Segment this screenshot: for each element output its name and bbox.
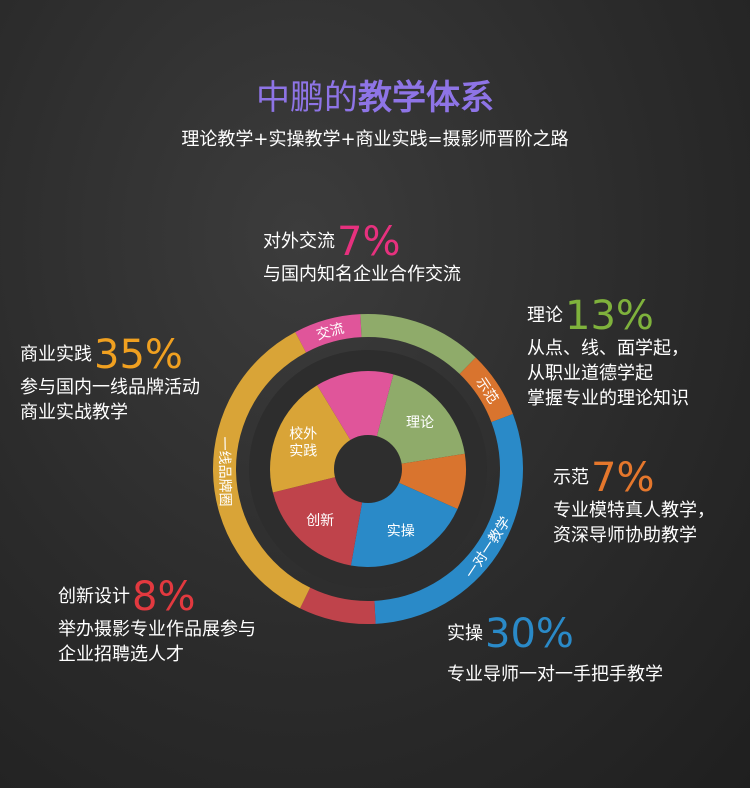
callout-innovation: 创新设计8% 举办摄影专业作品展参与 企业招聘选人才 [58, 577, 256, 667]
inner-label-3: 创新 [306, 513, 334, 529]
inner-label-2: 实操 [387, 524, 415, 540]
callout-innovation-desc-2: 企业招聘选人才 [58, 644, 184, 665]
callout-commercial-percent: 35% [94, 332, 183, 378]
callout-commercial: 商业实践35% 参与国内一线品牌活动 商业实战教学 [20, 335, 200, 425]
callout-theory: 理论13% 从点、线、面学起， 从职业道德学起 掌握专业的理论知识 [527, 296, 689, 411]
outer-ring [212, 314, 523, 624]
outer-label-0: 交流 [314, 320, 346, 344]
outer-segment-2 [459, 357, 513, 423]
outer-segment-5 [212, 332, 311, 609]
callout-theory-desc-2: 从职业道德学起 [527, 363, 653, 384]
outer-segment-0 [295, 314, 362, 353]
callout-practice: 实操30% 专业导师一对一手把手教学 [447, 614, 663, 687]
callout-innovation-percent: 8% [132, 574, 196, 620]
callout-exchange: 对外交流7% 与国内知名企业合作交流 [263, 222, 461, 287]
callout-practice-name: 实操 [447, 623, 483, 644]
callout-commercial-desc-1: 参与国内一线品牌活动 [20, 377, 200, 398]
callout-practice-percent: 30% [485, 611, 574, 657]
inner-label-4: 校外实践 [289, 426, 317, 460]
callout-exchange-name: 对外交流 [263, 231, 335, 252]
callout-practice-desc-1: 专业导师一对一手把手教学 [447, 664, 663, 685]
callout-demo: 示范7% 专业模特真人教学， 资深导师协助教学 [553, 458, 715, 548]
outer-label-5: 一线品牌圈 [216, 436, 234, 506]
callout-commercial-desc-2: 商业实战教学 [20, 402, 128, 423]
callout-innovation-desc-1: 举办摄影专业作品展参与 [58, 619, 256, 640]
inner-label-0: 理论 [406, 415, 434, 431]
callout-theory-desc-3: 掌握专业的理论知识 [527, 388, 689, 409]
outer-segment-1 [360, 314, 476, 375]
callout-demo-percent: 7% [591, 455, 655, 501]
title-bold: 教学体系 [358, 78, 494, 118]
callout-demo-name: 示范 [553, 467, 589, 488]
callout-innovation-name: 创新设计 [58, 586, 130, 607]
page-title: 中鹏的教学体系 [0, 78, 750, 118]
page-subtitle: 理论教学+实操教学+商业实践=摄影师晋阶之路 [181, 129, 569, 150]
callout-demo-desc-2: 资深导师协助教学 [553, 525, 697, 546]
donut-hole [334, 435, 402, 503]
outer-segment-4 [300, 587, 376, 624]
outer-segment-3 [374, 413, 523, 624]
callout-theory-desc-1: 从点、线、面学起， [527, 338, 689, 359]
callout-exchange-percent: 7% [337, 219, 401, 265]
callout-commercial-name: 商业实践 [20, 344, 92, 365]
callout-theory-percent: 13% [565, 293, 654, 339]
callout-theory-name: 理论 [527, 305, 563, 326]
title-prefix: 中鹏的 [256, 78, 358, 118]
callout-exchange-desc-1: 与国内知名企业合作交流 [263, 264, 461, 285]
callout-demo-desc-1: 专业模特真人教学， [553, 500, 715, 521]
